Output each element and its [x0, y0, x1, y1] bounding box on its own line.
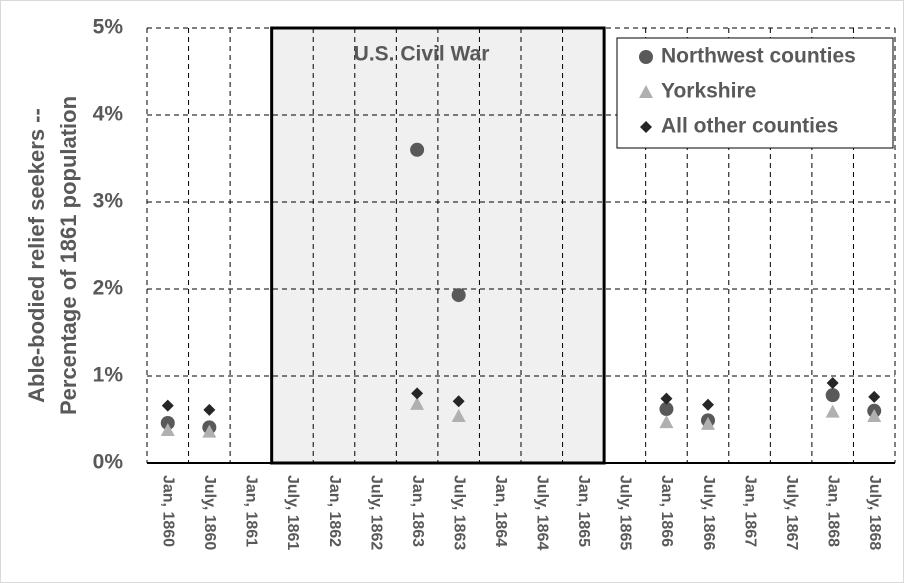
y-tick-label: 0%: [93, 451, 124, 474]
data-point: [451, 288, 466, 303]
span-label: U.S. Civil War: [354, 43, 490, 66]
x-tick-label: Jan, 1863: [409, 475, 426, 547]
x-tick-label: July, 1862: [367, 475, 384, 550]
y-tick-label: 2%: [93, 277, 124, 300]
data-point: [867, 409, 882, 423]
legend-label: Northwest counties: [661, 45, 856, 68]
x-tick-label: Jan, 1866: [658, 475, 675, 547]
data-point: [161, 399, 174, 412]
x-tick-label: July, 1861: [284, 475, 301, 550]
legend-marker: [639, 85, 653, 98]
x-tick-label: July, 1860: [201, 475, 218, 550]
x-tick-label: Jan, 1861: [243, 475, 260, 547]
data-point: [452, 395, 465, 408]
data-point: [203, 403, 216, 416]
y-axis-label: Able-bodied relief seekers --: [24, 108, 49, 403]
data-point: [660, 392, 673, 405]
legend-label: All other counties: [661, 115, 838, 138]
data-point: [659, 402, 674, 417]
shaded-span-border: [270, 26, 606, 465]
y-tick-label: 1%: [93, 364, 124, 387]
data-point: [868, 390, 881, 403]
data-point: [160, 422, 175, 436]
x-tick-label: July, 1863: [450, 475, 467, 550]
data-point: [410, 396, 425, 410]
data-point: [702, 398, 714, 411]
data-point: [202, 424, 217, 438]
x-tick-label: July, 1866: [700, 475, 717, 550]
x-tick-label: July, 1868: [866, 475, 883, 550]
data-point: [826, 376, 839, 389]
y-axis-label: Percentage of 1861 population: [56, 96, 81, 415]
x-tick-label: Jan, 1865: [575, 475, 592, 547]
x-tick-label: Jan, 1860: [160, 475, 177, 547]
data-point: [411, 387, 424, 400]
legend-marker: [640, 121, 652, 133]
x-tick-label: Jan, 1864: [492, 475, 509, 547]
y-tick-label: 5%: [93, 16, 124, 39]
x-tick-label: July, 1867: [783, 475, 800, 550]
legend-marker: [639, 50, 653, 64]
y-tick-label: 4%: [93, 103, 124, 126]
data-point: [451, 409, 466, 423]
x-tick-label: Jan, 1867: [741, 475, 758, 547]
data-point: [825, 388, 840, 403]
legend-label: Yorkshire: [661, 80, 756, 103]
legend-box: [616, 37, 894, 149]
data-point: [410, 142, 425, 157]
x-tick-label: July, 1865: [617, 475, 634, 550]
x-tick-label: July, 1864: [534, 475, 551, 550]
data-point: [825, 404, 840, 418]
data-point: [659, 415, 674, 429]
y-tick-label: 3%: [93, 190, 124, 213]
x-tick-label: Jan, 1862: [326, 475, 343, 547]
data-point: [701, 416, 715, 430]
x-tick-label: Jan, 1868: [824, 475, 841, 547]
